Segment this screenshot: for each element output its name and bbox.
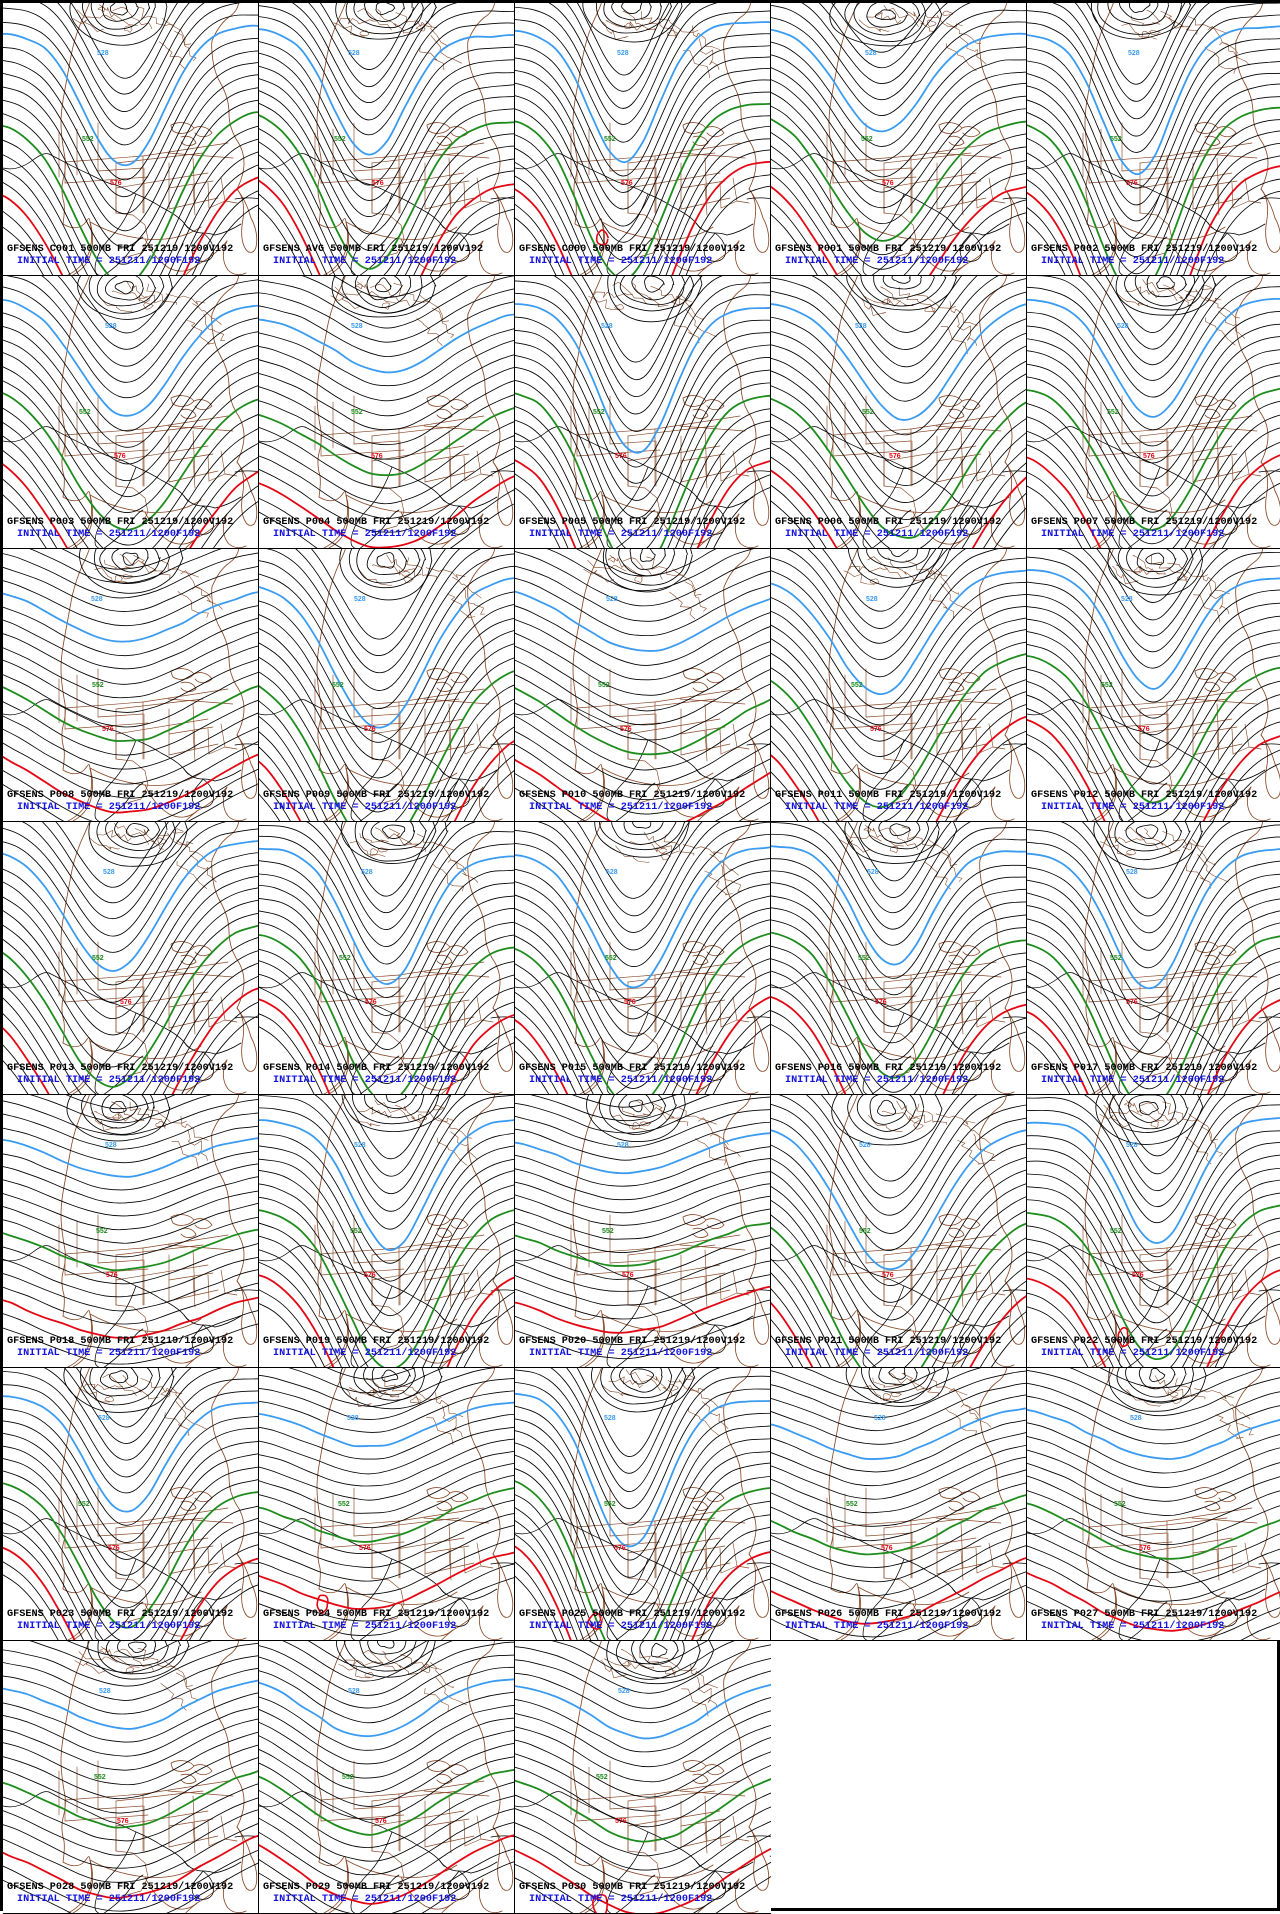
svg-text:552: 552 (334, 136, 346, 143)
svg-text:528: 528 (354, 596, 366, 603)
svg-text:528: 528 (354, 1142, 366, 1149)
svg-text:528: 528 (865, 50, 877, 57)
svg-text:576: 576 (1132, 1272, 1144, 1279)
svg-text:552: 552 (862, 409, 874, 416)
svg-text:576: 576 (1143, 453, 1155, 460)
svg-text:528: 528 (874, 1415, 886, 1422)
svg-text:576: 576 (120, 999, 132, 1006)
svg-text:552: 552 (351, 409, 363, 416)
svg-text:528: 528 (867, 869, 879, 876)
svg-text:528: 528 (91, 596, 103, 603)
svg-text:576: 576 (372, 180, 384, 187)
svg-text:576: 576 (364, 726, 376, 733)
svg-text:576: 576 (620, 726, 632, 733)
svg-text:528: 528 (866, 596, 878, 603)
svg-text:552: 552 (596, 1774, 608, 1781)
svg-text:528: 528 (348, 1688, 360, 1695)
svg-text:576: 576 (117, 1818, 129, 1825)
svg-text:576: 576 (375, 1818, 387, 1825)
svg-text:552: 552 (94, 1774, 106, 1781)
svg-text:528: 528 (351, 323, 363, 330)
svg-text:576: 576 (881, 1545, 893, 1552)
svg-text:528: 528 (859, 1142, 871, 1149)
svg-text:576: 576 (621, 180, 633, 187)
svg-text:576: 576 (108, 1545, 120, 1552)
svg-text:528: 528 (348, 50, 360, 57)
svg-text:552: 552 (851, 682, 863, 689)
svg-text:528: 528 (1128, 50, 1140, 57)
svg-text:528: 528 (105, 323, 117, 330)
svg-text:576: 576 (114, 453, 126, 460)
svg-text:552: 552 (79, 409, 91, 416)
svg-text:576: 576 (364, 1272, 376, 1279)
svg-text:552: 552 (350, 1228, 362, 1235)
svg-text:552: 552 (858, 955, 870, 962)
svg-text:576: 576 (365, 999, 377, 1006)
svg-text:528: 528 (606, 869, 618, 876)
svg-text:528: 528 (1126, 1142, 1138, 1149)
svg-text:528: 528 (1121, 596, 1133, 603)
svg-text:552: 552 (1110, 136, 1122, 143)
svg-text:576: 576 (359, 1545, 371, 1552)
svg-text:576: 576 (614, 1545, 626, 1552)
svg-text:576: 576 (615, 1818, 627, 1825)
svg-text:528: 528 (105, 1142, 117, 1149)
svg-text:576: 576 (110, 180, 122, 187)
svg-text:552: 552 (604, 1501, 616, 1508)
svg-text:528: 528 (103, 869, 115, 876)
svg-text:576: 576 (1138, 726, 1150, 733)
svg-text:528: 528 (98, 1415, 110, 1422)
svg-text:552: 552 (604, 136, 616, 143)
svg-text:552: 552 (861, 136, 873, 143)
svg-text:552: 552 (96, 1228, 108, 1235)
svg-text:576: 576 (889, 453, 901, 460)
svg-text:576: 576 (1126, 999, 1138, 1006)
svg-text:528: 528 (1130, 1415, 1142, 1422)
svg-text:576: 576 (615, 453, 627, 460)
svg-text:552: 552 (602, 1228, 614, 1235)
svg-text:528: 528 (1126, 869, 1138, 876)
svg-text:552: 552 (846, 1501, 858, 1508)
svg-text:576: 576 (371, 453, 383, 460)
svg-text:552: 552 (605, 955, 617, 962)
svg-text:528: 528 (99, 1688, 111, 1695)
svg-text:576: 576 (106, 1272, 118, 1279)
svg-text:528: 528 (361, 869, 373, 876)
svg-text:528: 528 (604, 1415, 616, 1422)
svg-text:528: 528 (617, 1142, 629, 1149)
svg-text:552: 552 (1110, 1228, 1122, 1235)
svg-text:552: 552 (338, 1501, 350, 1508)
svg-text:552: 552 (593, 409, 605, 416)
svg-text:552: 552 (598, 682, 610, 689)
svg-text:552: 552 (339, 955, 351, 962)
svg-text:552: 552 (1110, 955, 1122, 962)
svg-text:552: 552 (342, 1774, 354, 1781)
svg-text:576: 576 (870, 726, 882, 733)
svg-text:576: 576 (102, 726, 114, 733)
svg-text:576: 576 (622, 1272, 634, 1279)
svg-text:552: 552 (82, 136, 94, 143)
svg-text:528: 528 (855, 323, 867, 330)
svg-text:528: 528 (347, 1415, 359, 1422)
svg-text:528: 528 (618, 1688, 630, 1695)
svg-text:552: 552 (332, 682, 344, 689)
svg-text:528: 528 (1117, 323, 1129, 330)
svg-text:552: 552 (1107, 409, 1119, 416)
svg-text:552: 552 (92, 955, 104, 962)
svg-text:528: 528 (617, 50, 629, 57)
svg-text:576: 576 (1126, 180, 1138, 187)
svg-text:576: 576 (882, 1272, 894, 1279)
svg-text:576: 576 (1139, 1545, 1151, 1552)
svg-text:552: 552 (78, 1501, 90, 1508)
svg-text:576: 576 (875, 999, 887, 1006)
svg-text:528: 528 (97, 50, 109, 57)
svg-text:552: 552 (1114, 1501, 1126, 1508)
svg-text:528: 528 (601, 323, 613, 330)
svg-text:528: 528 (606, 596, 618, 603)
svg-text:552: 552 (92, 682, 104, 689)
svg-text:552: 552 (1101, 682, 1113, 689)
svg-text:576: 576 (624, 999, 636, 1006)
svg-text:552: 552 (859, 1228, 871, 1235)
svg-text:576: 576 (882, 180, 894, 187)
